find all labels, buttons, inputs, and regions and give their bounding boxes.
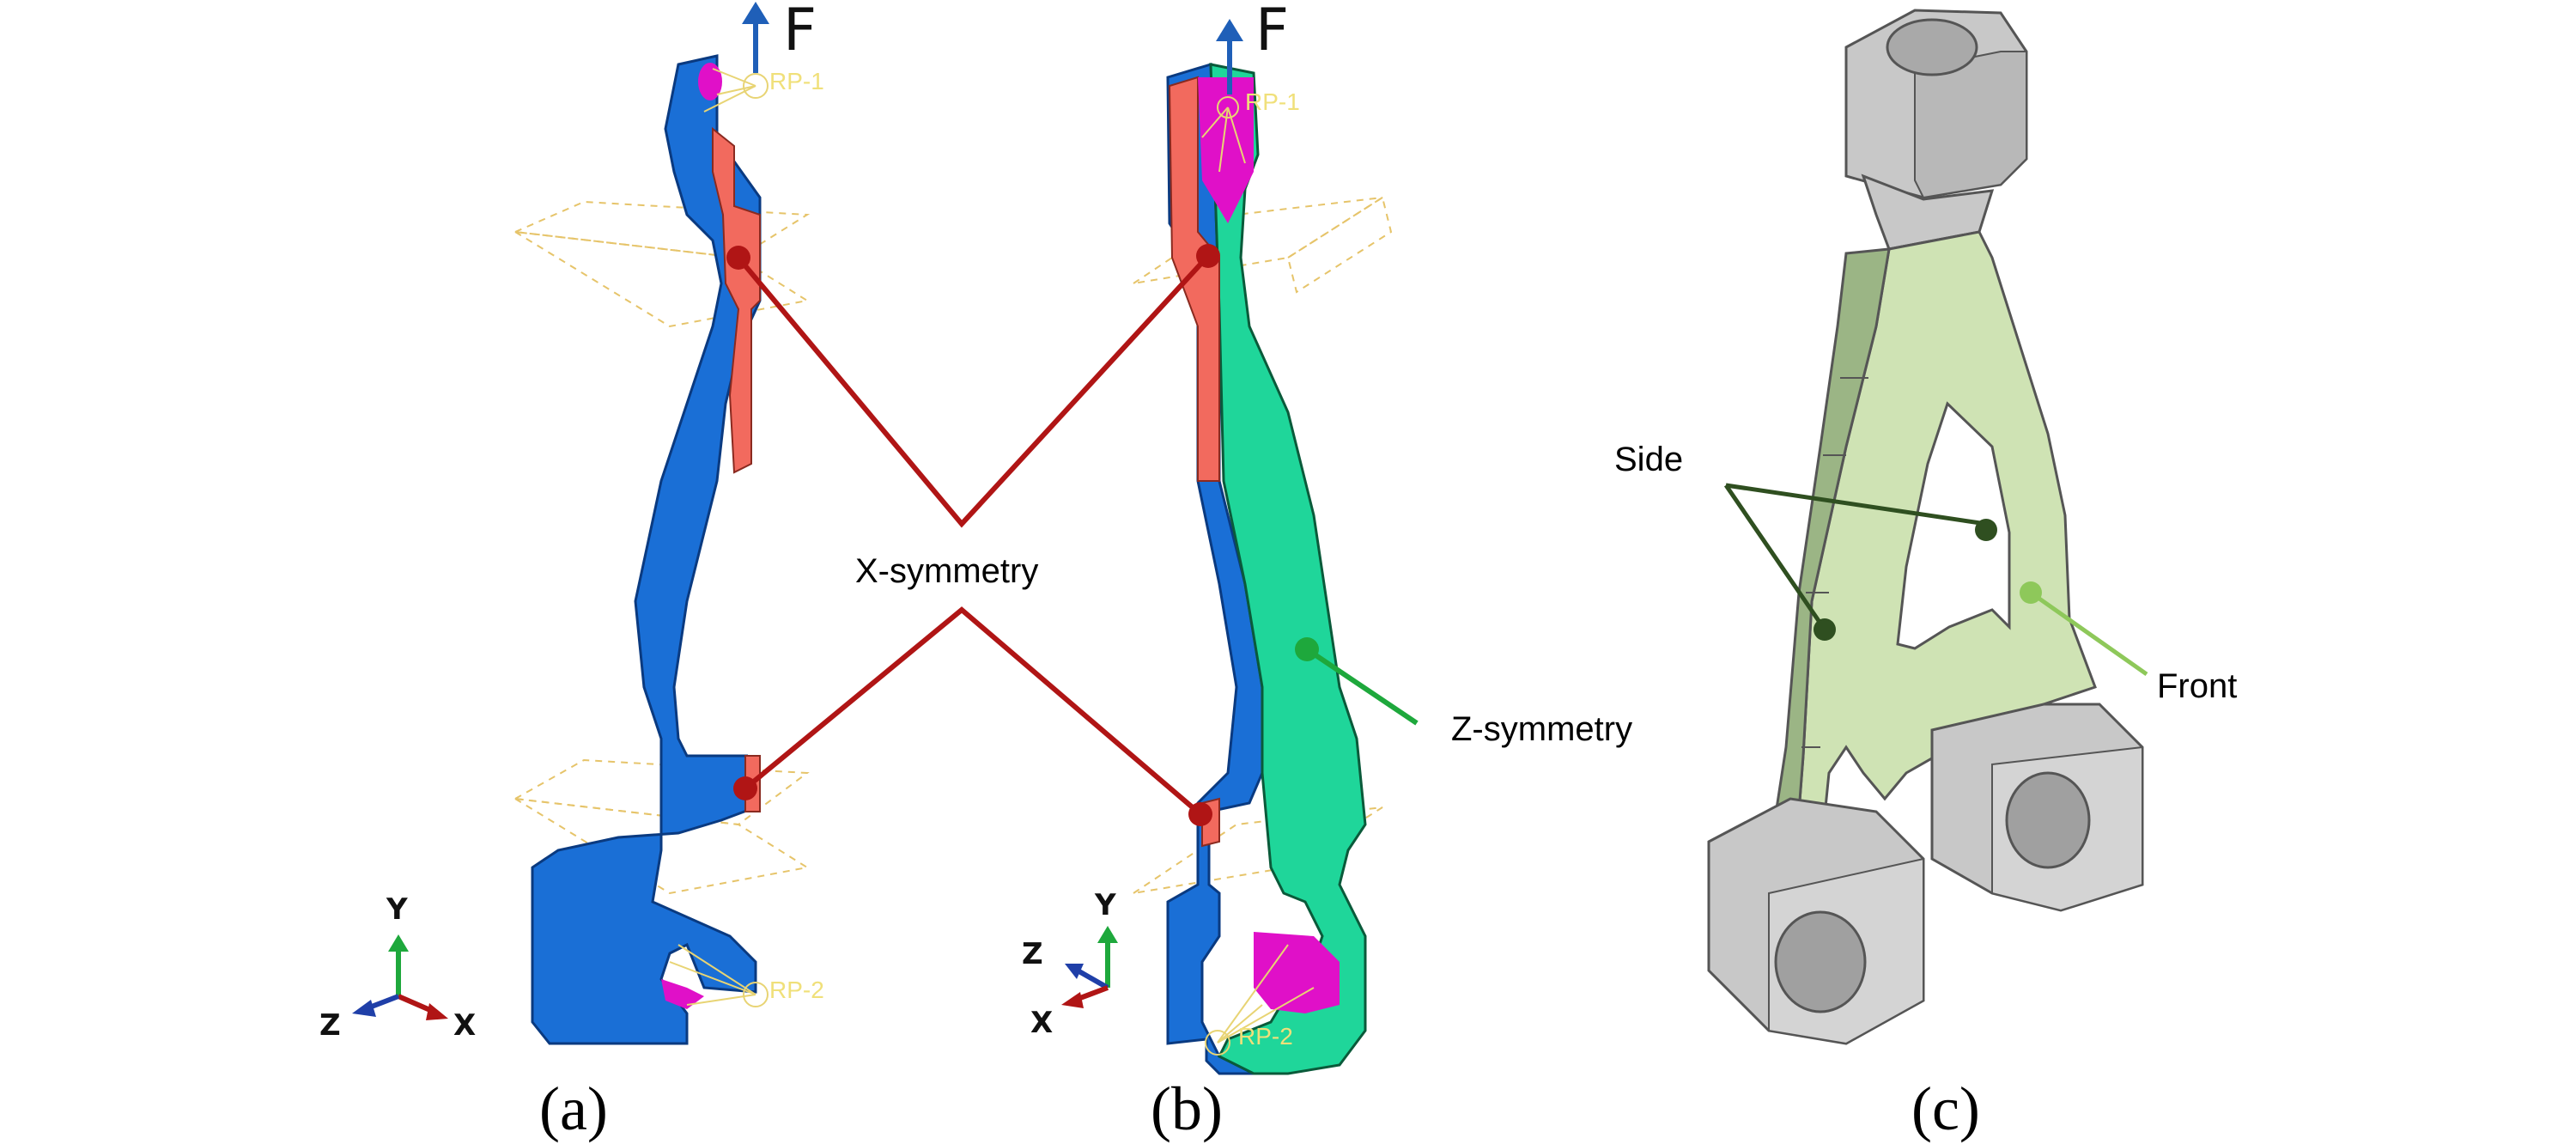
load-face-b-top: [1198, 77, 1254, 223]
triad-a-y-label: Y: [386, 892, 408, 927]
z-sym-face-b: [1209, 63, 1367, 1075]
load-face-a-top: [698, 63, 722, 100]
load-face-a-bottom: [661, 979, 704, 1009]
rp-1-marker-b: [1217, 96, 1239, 119]
triad-b-y-label: Y: [1094, 888, 1116, 922]
front-label: Front: [2157, 667, 2237, 705]
axis-triad-b: [1061, 926, 1118, 1008]
force-label-b: F: [1255, 0, 1289, 64]
gray-top-hex-side: [1914, 51, 2027, 199]
caption-a: (a): [539, 1074, 608, 1143]
x-sym-dot-a-bottom: [733, 776, 757, 800]
x-sym-dot-a-top: [726, 246, 750, 270]
x-symmetry-connectors: [736, 253, 1211, 817]
plane-bottom-a: [512, 758, 810, 826]
side-leader-lines: [1723, 483, 1987, 631]
rp-2-marker-b: [1205, 1030, 1230, 1056]
triad-a-z-label: Z: [319, 1008, 341, 1043]
rp-1-label-b: RP-1: [1245, 88, 1300, 115]
load-face-b-bottom: [1254, 932, 1340, 1013]
plane-top-b-lower: [1286, 196, 1393, 294]
coupling-lines-a: [669, 68, 756, 1006]
panel-a: RP-1 RP-2 F Y Z X (a): [319, 0, 824, 1143]
part-body-a: [531, 54, 762, 1045]
side-label: Side: [1614, 441, 1683, 478]
triad-a-x-label: X: [453, 1008, 476, 1043]
force-label-a: F: [783, 0, 817, 64]
gray-top-hole: [1886, 18, 1978, 76]
front-leader-line: [2029, 590, 2148, 677]
x-sym-dot-b-top: [1196, 244, 1220, 268]
gray-bottom-right-hole: [2005, 771, 2091, 869]
plane-top-a-lower: [514, 231, 810, 328]
caption-c: (c): [1911, 1074, 1980, 1143]
panel-b: RP-1 RP-2 F Y Z X (b): [1022, 0, 1393, 1143]
triad-b-z-label: Z: [1022, 937, 1043, 971]
rp-2-label-b: RP-2: [1238, 1023, 1293, 1050]
z-symmetry-connector: [1295, 637, 1419, 726]
rp-2-label-a: RP-2: [769, 977, 824, 1003]
force-arrow-a: [742, 2, 769, 73]
rp-1-label-a: RP-1: [769, 68, 824, 94]
x-symmetry-label: X-symmetry: [855, 552, 1038, 590]
x-sym-dot-b-bottom: [1188, 802, 1212, 826]
x-sym-face-a: [712, 126, 761, 474]
caption-b: (b): [1151, 1074, 1223, 1143]
side-dot-inner: [1975, 519, 1997, 541]
gray-bottom-left-hole: [1774, 910, 1867, 1013]
rp-2-marker-a: [743, 982, 769, 1007]
rp-1-marker-a: [743, 73, 769, 99]
side-strip-divisions: [1801, 377, 1868, 748]
axis-triad-a: [352, 934, 448, 1020]
side-dot-outer: [1814, 618, 1836, 641]
z-symmetry-label: Z-symmetry: [1451, 710, 1632, 748]
triad-b-x-label: X: [1030, 1006, 1053, 1040]
x-sym-face-b: [1168, 76, 1220, 482]
force-arrow-b: [1216, 19, 1243, 94]
front-dot: [2020, 581, 2042, 604]
panel-c: Side Front (c): [1614, 9, 2237, 1143]
